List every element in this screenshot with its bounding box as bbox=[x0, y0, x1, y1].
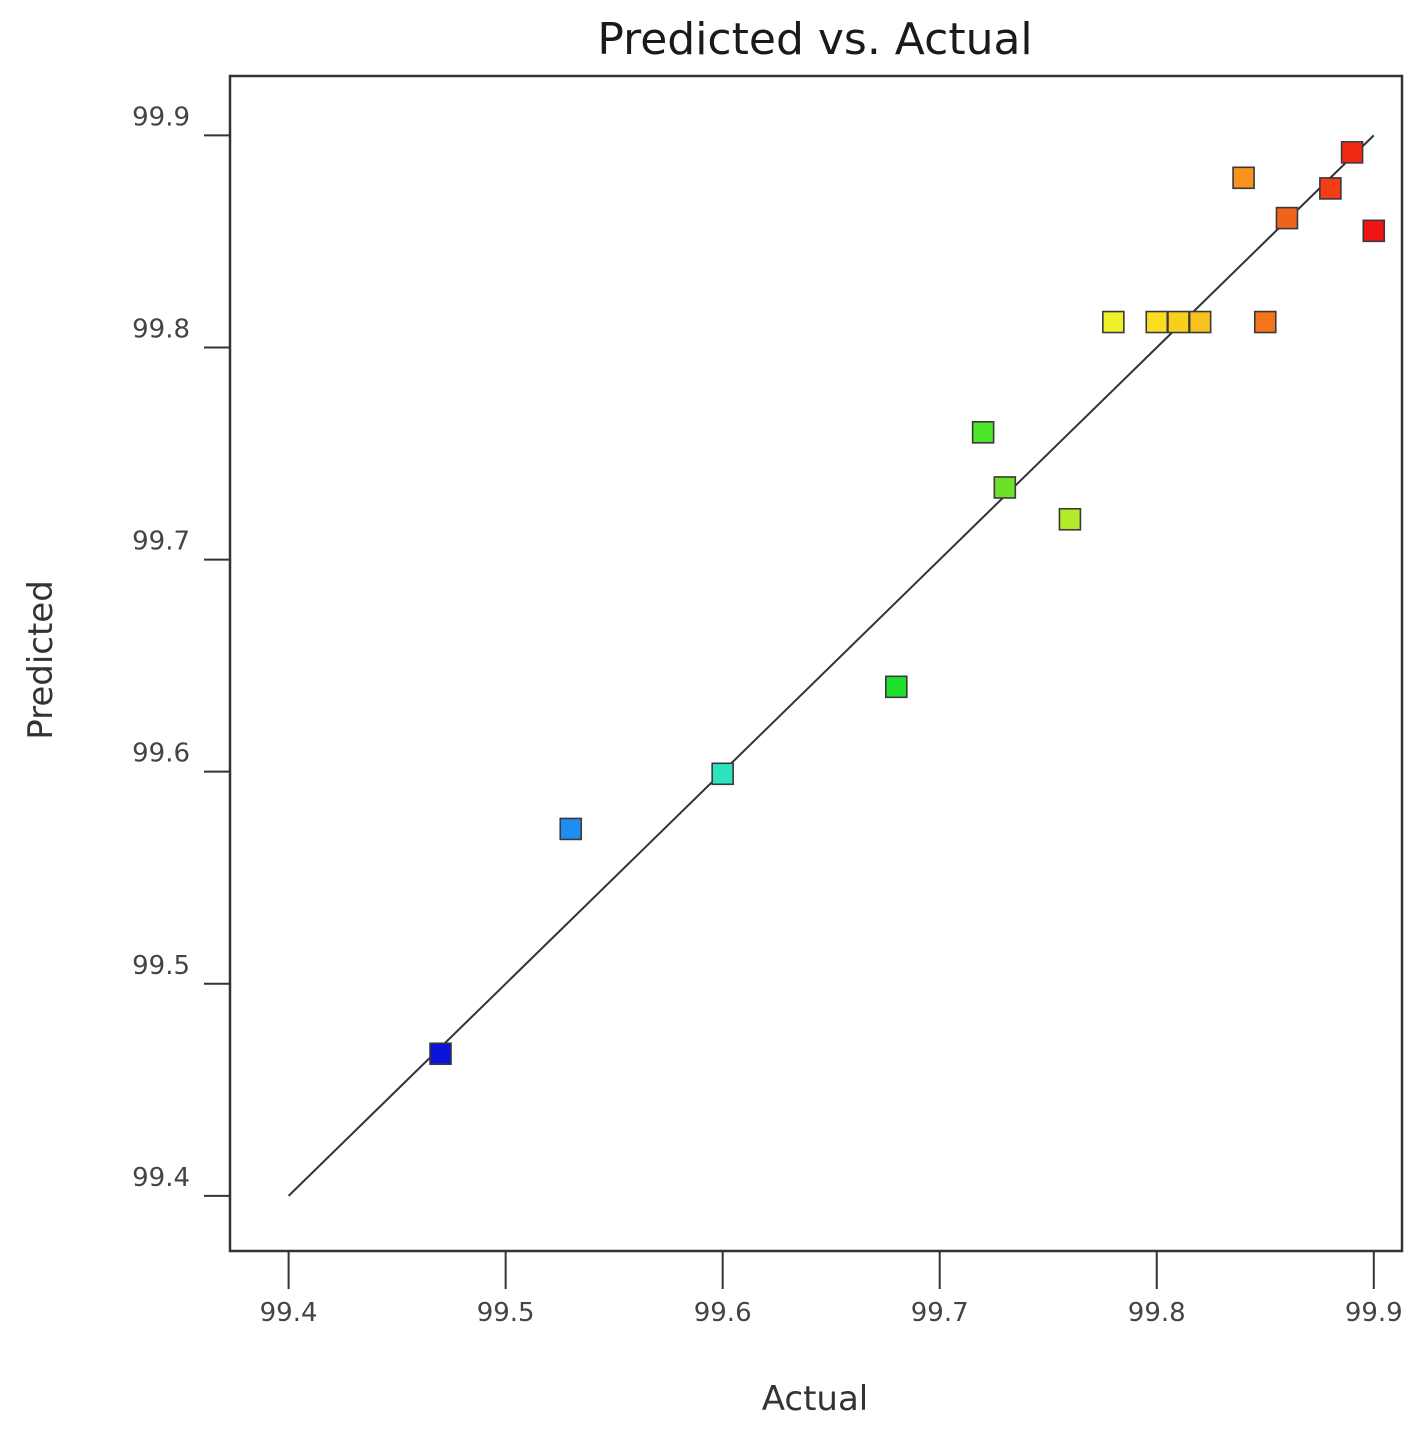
x-tick-label: 99.6 bbox=[694, 1298, 752, 1328]
y-tick-label: 99.9 bbox=[132, 102, 190, 132]
data-point bbox=[1362, 219, 1386, 243]
x-tick-label: 99.9 bbox=[1345, 1298, 1403, 1328]
data-point bbox=[971, 421, 995, 444]
y-tick-label: 99.7 bbox=[132, 527, 190, 557]
data-point bbox=[1167, 310, 1190, 334]
data-point bbox=[1188, 310, 1212, 334]
x-axis-ticks: 99.4 99.5 99.6 99.7 99.8 99.9 bbox=[260, 1251, 1403, 1328]
data-point bbox=[711, 762, 734, 786]
data-point bbox=[429, 1042, 452, 1066]
plot-frame bbox=[228, 74, 1404, 1253]
data-point bbox=[1058, 507, 1082, 531]
y-tick-label: 99.6 bbox=[132, 739, 190, 769]
y-tick-label: 99.4 bbox=[132, 1163, 190, 1193]
data-point bbox=[1232, 166, 1255, 190]
chart-title: Predicted vs. Actual bbox=[597, 14, 1032, 65]
data-points bbox=[429, 141, 1386, 1066]
data-point bbox=[1319, 177, 1342, 200]
x-tick-label: 99.8 bbox=[1128, 1298, 1186, 1328]
x-tick-label: 99.5 bbox=[477, 1298, 535, 1328]
x-axis-label: Actual bbox=[762, 1379, 869, 1419]
data-point bbox=[1253, 310, 1277, 334]
y-tick-label: 99.8 bbox=[132, 314, 190, 344]
y-axis-label: Predicted bbox=[21, 580, 61, 740]
y-axis-ticks: 99.4 99.5 99.6 99.7 99.8 99.9 bbox=[132, 102, 230, 1197]
data-point bbox=[1102, 310, 1125, 334]
x-tick-label: 99.4 bbox=[260, 1298, 318, 1328]
data-point bbox=[1275, 206, 1299, 230]
data-point bbox=[1145, 310, 1169, 334]
data-point bbox=[993, 476, 1017, 499]
data-point bbox=[1340, 141, 1364, 164]
y-tick-label: 99.5 bbox=[132, 951, 190, 981]
data-point bbox=[885, 675, 908, 699]
data-point bbox=[559, 817, 583, 841]
x-tick-label: 99.7 bbox=[911, 1298, 969, 1328]
